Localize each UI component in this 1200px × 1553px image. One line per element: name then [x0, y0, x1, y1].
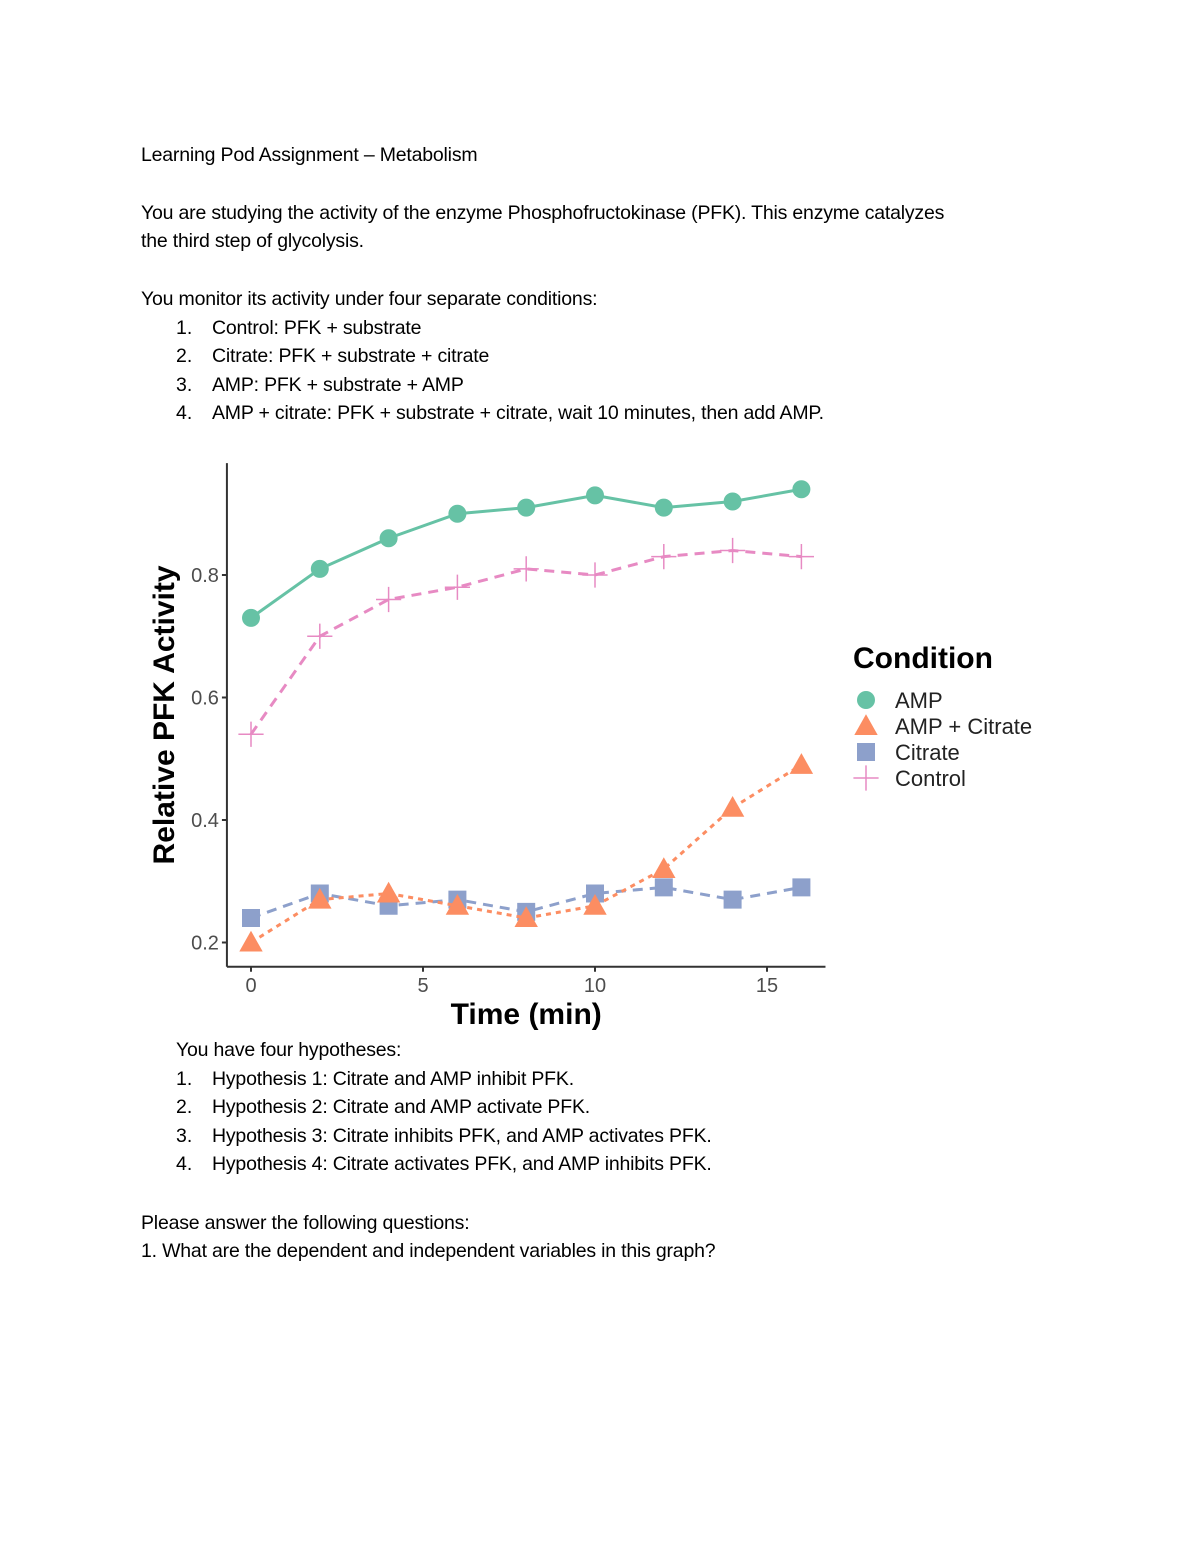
data-point — [654, 498, 673, 517]
document-title: Learning Pod Assignment – Metabolism — [141, 144, 478, 166]
data-point — [307, 623, 333, 649]
conditions-intro: You monitor its activity under four sepa… — [141, 288, 598, 310]
hypotheses-intro: You have four hypotheses: — [176, 1039, 402, 1061]
data-point — [586, 884, 604, 903]
pfk-activity-chart: 0.2 0.4 0.6 0.8 0 5 10 15 Time (min) Relative PFK… — [148, 463, 1032, 1031]
list-item: Control: PFK + substrate — [212, 317, 422, 339]
list-item: Hypothesis 3: Citrate inhibits PFK, and … — [212, 1125, 712, 1147]
x-tick-label: 10 — [584, 975, 606, 997]
x-tick-label: 5 — [417, 975, 428, 997]
data-point — [238, 721, 264, 747]
data-point — [723, 890, 742, 909]
list-number: 2. — [176, 1096, 193, 1118]
y-tick-label: 0.4 — [191, 810, 219, 832]
data-point — [651, 544, 677, 570]
data-point — [652, 857, 676, 878]
data-point — [242, 608, 260, 627]
legend-key-plus-icon — [853, 765, 879, 791]
legend-label: Citrate — [895, 740, 960, 765]
y-tick-label: 0.6 — [191, 688, 219, 710]
list-item: Hypothesis 2: Citrate and AMP activate P… — [212, 1096, 590, 1118]
data-point — [379, 529, 398, 548]
data-point — [792, 480, 811, 499]
data-point — [654, 878, 673, 897]
data-point — [308, 887, 332, 909]
data-point — [513, 556, 539, 582]
data-point — [792, 878, 811, 897]
data-point — [723, 492, 742, 511]
legend-label: AMP — [895, 688, 943, 713]
question-1: 1. What are the dependent and independen… — [141, 1240, 716, 1262]
y-tick-label: 0.8 — [191, 565, 219, 587]
legend-title: Condition — [853, 642, 993, 675]
data-point — [788, 544, 814, 570]
list-item: AMP: PFK + substrate + AMP — [212, 374, 464, 396]
data-point — [448, 504, 467, 523]
y-tick-label: 0.2 — [191, 933, 219, 955]
legend-key-triangle-icon — [854, 714, 878, 735]
y-axis-title: Relative PFK Activity — [148, 565, 181, 864]
data-point — [242, 909, 260, 927]
data-point — [720, 796, 745, 817]
data-point — [239, 930, 263, 952]
list-number: 3. — [176, 374, 193, 396]
x-axis-title: Time (min) — [451, 998, 602, 1031]
legend-key-circle-icon — [857, 691, 875, 709]
data-point — [444, 574, 470, 600]
data-point — [514, 906, 538, 927]
list-item: Hypothesis 4: Citrate activates PFK, and… — [212, 1153, 712, 1175]
list-number: 3. — [176, 1125, 193, 1147]
series-line-amp-citrate — [250, 763, 803, 944]
data-point — [376, 881, 401, 903]
list-number: 1. — [176, 1068, 193, 1090]
legend-key-square-icon — [857, 743, 875, 761]
data-point — [582, 562, 608, 588]
list-item: Hypothesis 1: Citrate and AMP inhibit PF… — [212, 1068, 574, 1090]
list-number: 1. — [176, 317, 193, 339]
data-point — [720, 537, 746, 564]
legend-label: AMP + Citrate — [895, 714, 1032, 739]
legend-label: Control — [895, 766, 966, 791]
list-number: 4. — [176, 402, 193, 424]
data-point — [310, 559, 329, 578]
list-number: 2. — [176, 345, 193, 367]
series-line-control — [249, 548, 802, 736]
x-tick-label: 15 — [756, 975, 778, 997]
intro-line-1: You are studying the activity of the enz… — [141, 202, 945, 224]
data-point — [445, 894, 470, 915]
list-item: AMP + citrate: PFK + substrate + citrate… — [212, 402, 824, 424]
data-point — [376, 586, 402, 613]
data-point — [586, 486, 604, 505]
data-point — [583, 894, 607, 915]
data-point — [789, 753, 814, 774]
list-number: 4. — [176, 1153, 193, 1175]
intro-line-2: the third step of glycolysis. — [141, 230, 364, 252]
questions-intro: Please answer the following questions: — [141, 1212, 470, 1234]
list-item: Citrate: PFK + substrate + citrate — [212, 345, 490, 367]
data-point — [517, 498, 536, 517]
x-tick-label: 0 — [245, 975, 256, 997]
